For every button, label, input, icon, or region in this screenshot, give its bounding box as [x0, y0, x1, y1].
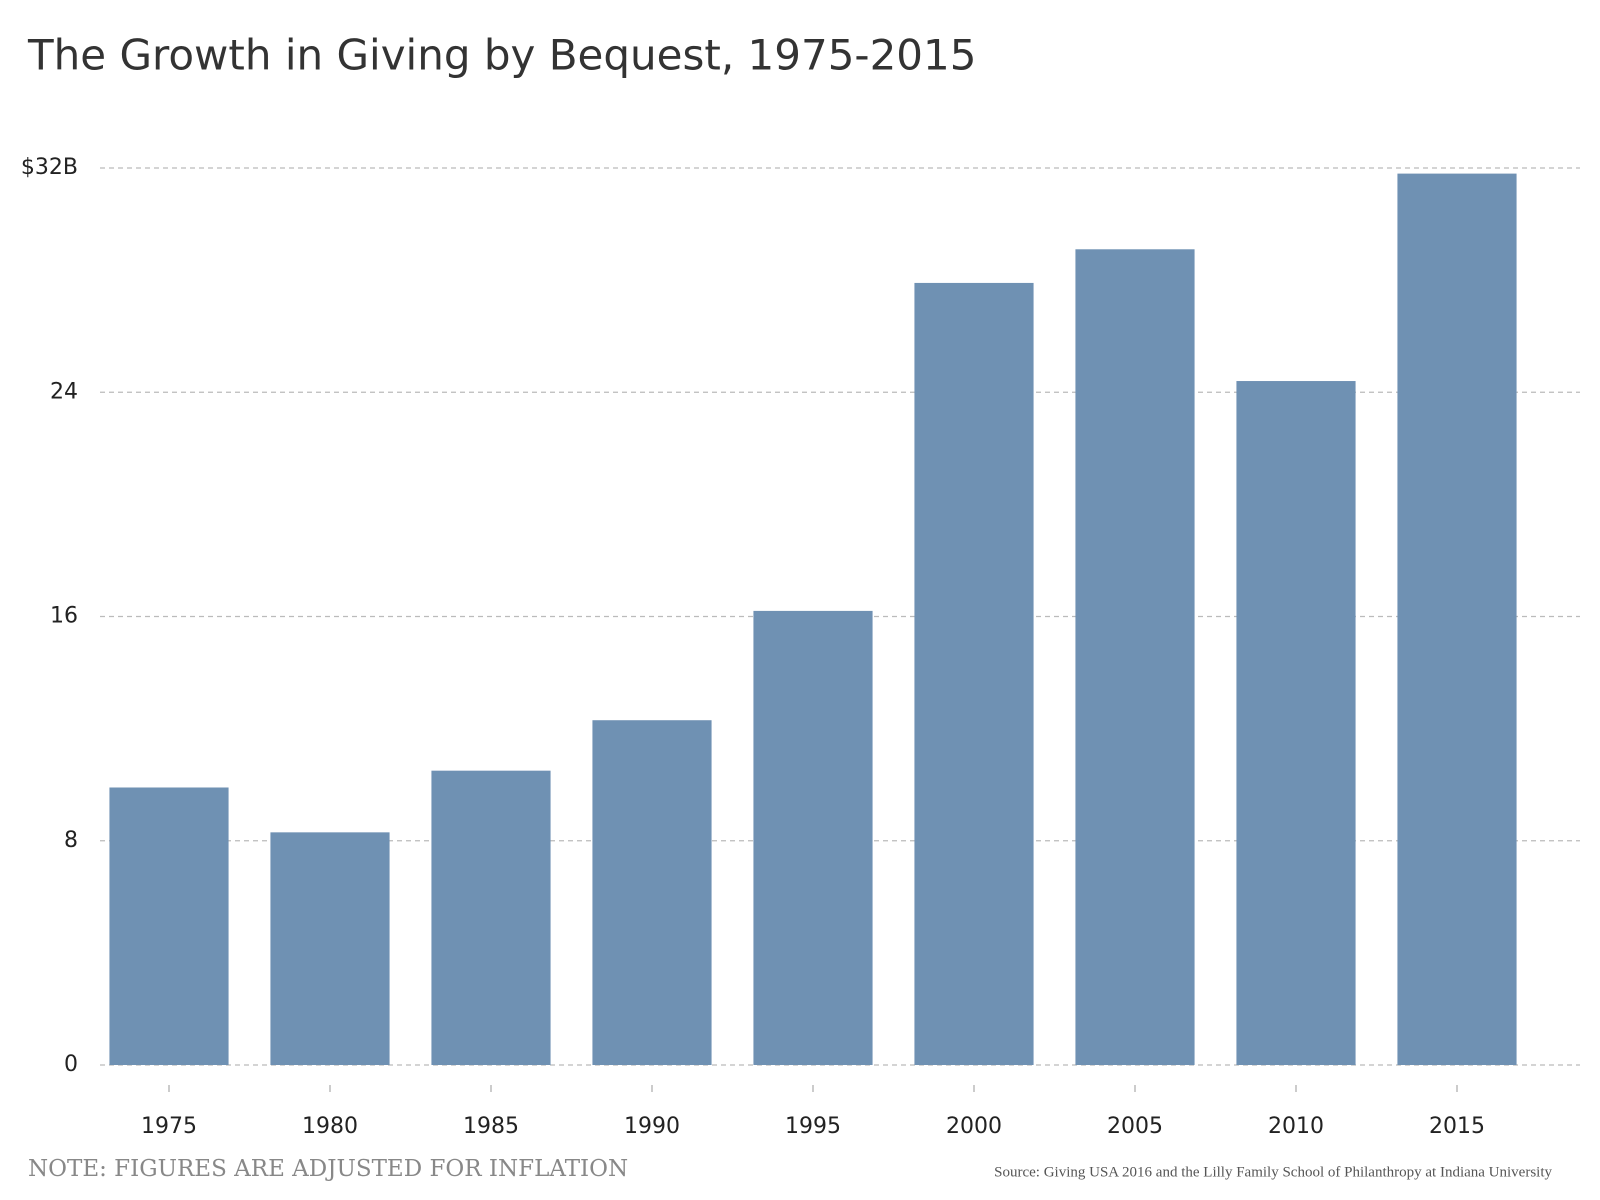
y-tick-label: $32B	[21, 155, 78, 180]
bar	[753, 610, 873, 1065]
bar	[1236, 381, 1356, 1066]
bar	[1397, 173, 1517, 1065]
bar	[592, 720, 712, 1065]
y-tick-label: 24	[50, 379, 78, 404]
bar	[109, 787, 229, 1065]
x-tick-label: 2010	[1268, 1114, 1324, 1139]
x-tick-label: 1990	[624, 1114, 680, 1139]
x-tick-label: 1985	[463, 1114, 519, 1139]
x-tick-label: 2005	[1107, 1114, 1163, 1139]
source: Source: Giving USA 2016 and the Lilly Fa…	[994, 1164, 1552, 1180]
y-tick-label: 16	[50, 604, 78, 629]
x-tick-label: 1980	[302, 1114, 358, 1139]
bar	[270, 832, 390, 1065]
x-tick-label: 1975	[141, 1114, 197, 1139]
y-tick-label: 8	[64, 828, 78, 853]
bar	[1075, 249, 1195, 1065]
y-tick-label: 0	[64, 1052, 78, 1077]
x-tick-label: 2000	[946, 1114, 1002, 1139]
note: NOTE: FIGURES ARE ADJUSTED FOR INFLATION	[28, 1156, 628, 1182]
chart-title: The Growth in Giving by Bequest, 1975-20…	[27, 31, 976, 80]
bar	[431, 770, 551, 1065]
bar	[914, 282, 1034, 1066]
x-tick-label: 1995	[785, 1114, 841, 1139]
x-tick-label: 2015	[1429, 1114, 1485, 1139]
